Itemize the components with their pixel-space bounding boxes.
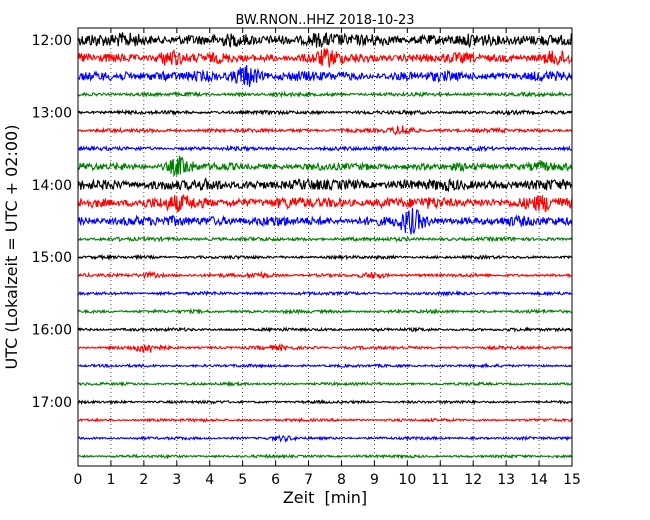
x-axis-ticks: 0 1 2 3 4 5 6 7 8 9 10 11 12 13 14 15 bbox=[74, 28, 581, 488]
trace-14 bbox=[77, 289, 573, 298]
trace-19 bbox=[77, 380, 573, 388]
trace-21 bbox=[77, 417, 573, 424]
y-tick-label-2: 14:00 bbox=[32, 178, 72, 194]
trace-16 bbox=[77, 326, 573, 333]
seismic-traces bbox=[77, 32, 573, 460]
trace-0 bbox=[77, 32, 573, 49]
trace-12 bbox=[77, 253, 573, 261]
trace-17 bbox=[77, 342, 573, 354]
x-tick-label-15: 15 bbox=[563, 472, 581, 488]
x-tick-label-5: 5 bbox=[238, 472, 247, 488]
trace-7 bbox=[77, 155, 573, 178]
y-tick-label-3: 15:00 bbox=[32, 250, 72, 266]
trace-11 bbox=[77, 235, 573, 243]
trace-6 bbox=[77, 144, 573, 153]
trace-15 bbox=[77, 307, 573, 316]
x-tick-label-4: 4 bbox=[205, 472, 214, 488]
y-tick-label-4: 16:00 bbox=[32, 323, 72, 339]
trace-8 bbox=[77, 177, 573, 193]
trace-18 bbox=[77, 362, 573, 369]
y-axis-label: UTC (Lokalzeit = UTC + 02:00) bbox=[2, 125, 21, 370]
x-axis-label: Zeit [min] bbox=[283, 488, 367, 507]
x-tick-label-3: 3 bbox=[172, 472, 181, 488]
y-tick-label-5: 17:00 bbox=[32, 395, 72, 411]
x-tick-label-0: 0 bbox=[74, 472, 83, 488]
trace-22 bbox=[77, 434, 573, 443]
x-tick-label-6: 6 bbox=[271, 472, 280, 488]
x-tick-label-14: 14 bbox=[530, 472, 548, 488]
x-tick-label-12: 12 bbox=[464, 472, 482, 488]
y-axis-ticks: 12:00 13:00 14:00 15:00 16:00 17:00 bbox=[32, 33, 572, 411]
y-tick-label-1: 13:00 bbox=[32, 105, 72, 121]
trace-10 bbox=[77, 207, 573, 235]
plot-frame bbox=[77, 27, 573, 467]
trace-1 bbox=[77, 47, 573, 68]
trace-3 bbox=[77, 90, 573, 99]
trace-23 bbox=[77, 453, 573, 460]
trace-20 bbox=[77, 398, 573, 405]
x-tick-label-7: 7 bbox=[304, 472, 313, 488]
x-tick-label-10: 10 bbox=[398, 472, 416, 488]
chart-title: BW.RNON..HHZ 2018-10-23 bbox=[235, 13, 414, 28]
x-tick-label-1: 1 bbox=[106, 472, 115, 488]
trace-4 bbox=[77, 108, 573, 117]
x-tick-label-9: 9 bbox=[370, 472, 379, 488]
trace-13 bbox=[77, 270, 573, 280]
y-tick-label-0: 12:00 bbox=[32, 33, 72, 49]
x-tick-label-8: 8 bbox=[337, 472, 346, 488]
x-tick-label-11: 11 bbox=[431, 472, 449, 488]
trace-9 bbox=[77, 194, 573, 212]
x-tick-label-13: 13 bbox=[497, 472, 515, 488]
trace-2 bbox=[77, 65, 573, 88]
x-tick-label-2: 2 bbox=[139, 472, 148, 488]
trace-5 bbox=[77, 125, 573, 136]
